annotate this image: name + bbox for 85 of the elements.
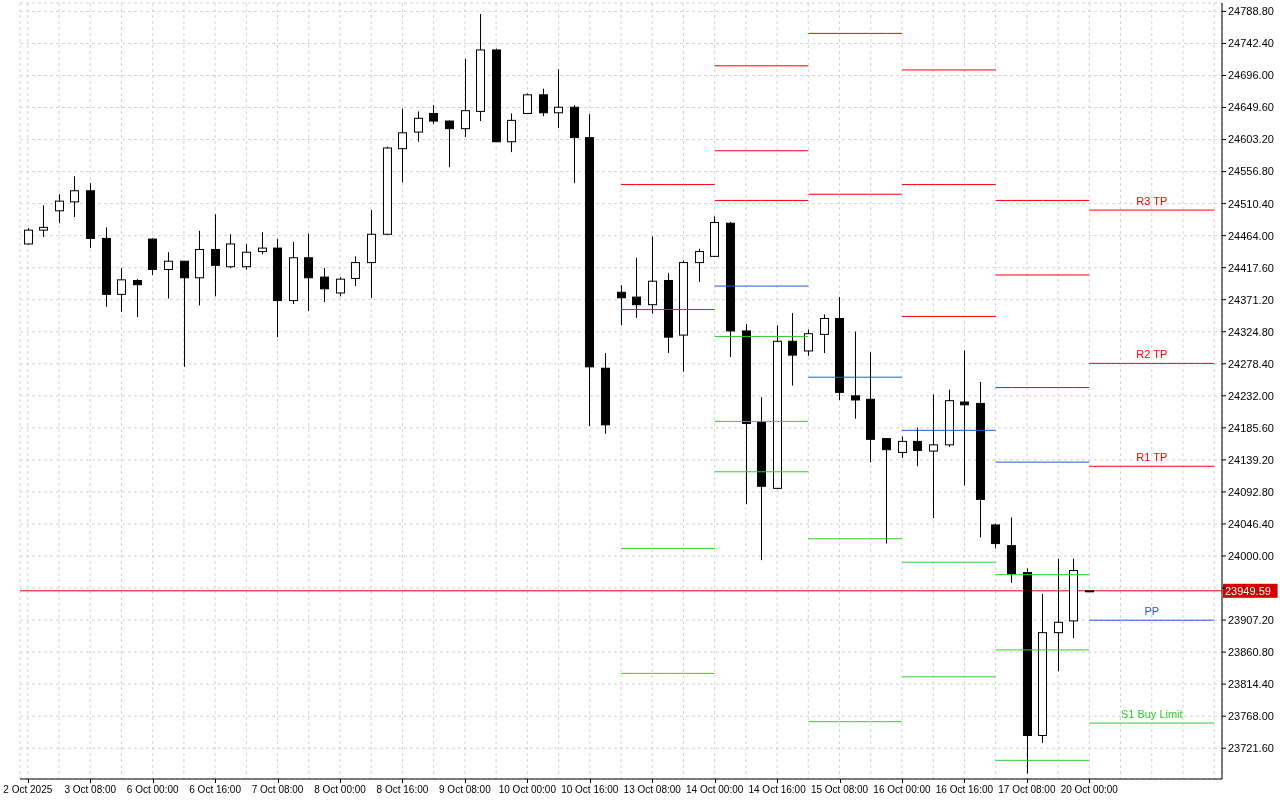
- x-tick-label: 3 Oct 08:00: [64, 784, 117, 795]
- candlestick: [695, 248, 704, 283]
- y-tick-label: 24510.40: [1228, 197, 1274, 210]
- candlestick: [55, 193, 64, 224]
- y-tick-label: 24603.20: [1228, 133, 1274, 146]
- x-tick-label: 2 Oct 2025: [3, 784, 53, 795]
- x-tick-label: 16 Oct 16:00: [935, 784, 994, 795]
- candlestick: [882, 437, 891, 545]
- y-tick-label: 24092.80: [1228, 485, 1274, 498]
- x-tick-label: 10 Oct 00:00: [498, 784, 557, 795]
- candlestick: [929, 393, 938, 519]
- x-tick-label: 16 Oct 00:00: [873, 784, 932, 795]
- candlestick: [1054, 558, 1063, 672]
- candlestick: [648, 235, 657, 315]
- candlestick: [507, 112, 516, 153]
- y-tick-label: 24742.40: [1228, 37, 1274, 50]
- candlestick: [804, 329, 813, 357]
- candlestick: [898, 436, 907, 459]
- candlestick: [304, 233, 313, 312]
- series-label: PP: [1144, 605, 1160, 618]
- candlestick: [398, 108, 407, 183]
- ref-line-label: 23949.59: [1225, 584, 1271, 597]
- candlestick: [913, 427, 922, 467]
- candlestick: [242, 243, 251, 270]
- y-tick-label: 24649.60: [1228, 101, 1274, 114]
- y-tick-label: 24788.80: [1228, 5, 1274, 18]
- series-label: R3 TP: [1136, 195, 1168, 208]
- y-tick-label: 23907.20: [1228, 613, 1274, 626]
- candlestick: [70, 175, 79, 218]
- candlestick: [820, 313, 829, 354]
- candlestick: [226, 233, 235, 269]
- y-tick-label: 24371.20: [1228, 293, 1274, 306]
- y-tick-label: 24185.60: [1228, 421, 1274, 434]
- x-tick-label: 14 Oct 00:00: [686, 784, 744, 795]
- y-tick-label: 24232.00: [1228, 389, 1274, 402]
- y-tick-label: 24278.40: [1228, 357, 1274, 370]
- x-tick-label: 8 Oct 16:00: [376, 784, 429, 795]
- x-tick-label: 8 Oct 00:00: [314, 784, 367, 795]
- candlestick: [164, 251, 173, 299]
- candlestick: [788, 312, 797, 386]
- x-tick-label: 14 Oct 16:00: [748, 784, 807, 795]
- candlestick: [211, 213, 220, 297]
- candlestick: [445, 119, 454, 168]
- x-tick-label: 9 Oct 08:00: [439, 784, 492, 795]
- candlestick: [991, 523, 1000, 549]
- candlestick: [429, 104, 438, 125]
- x-tick-label: 13 Oct 08:00: [623, 784, 682, 795]
- y-tick-label: 24556.80: [1228, 165, 1274, 178]
- y-tick-label: 24324.80: [1228, 325, 1274, 338]
- candlestick: [39, 204, 48, 238]
- candlestick: [461, 58, 470, 138]
- candlestick: [851, 331, 860, 420]
- x-tick-label: 6 Oct 00:00: [126, 784, 179, 795]
- x-tick-label: 17 Oct 08:00: [998, 784, 1056, 795]
- y-tick-label: 24417.60: [1228, 261, 1274, 274]
- candlestick: [258, 231, 267, 255]
- candlestick: [960, 349, 969, 487]
- x-tick-label: 7 Oct 08:00: [251, 784, 304, 795]
- candlestick: [632, 257, 641, 319]
- series-label: R2 TP: [1136, 348, 1168, 361]
- y-tick-label: 23860.80: [1228, 646, 1274, 659]
- y-tick-label: 24046.40: [1228, 517, 1274, 530]
- candlestick: [133, 278, 142, 318]
- x-tick-label: 15 Oct 08:00: [810, 784, 869, 795]
- series-label: S1 Buy Limit: [1120, 708, 1183, 721]
- candlestick: [336, 276, 345, 297]
- candlestick: [617, 284, 626, 326]
- x-tick-label: 20 Oct 00:00: [1060, 784, 1119, 795]
- x-tick-label: 10 Oct 16:00: [561, 784, 619, 795]
- y-tick-label: 23768.00: [1228, 710, 1274, 723]
- y-tick-label: 24000.00: [1228, 549, 1274, 562]
- y-tick-label: 23721.60: [1228, 742, 1274, 755]
- candlestick: [554, 68, 563, 129]
- candlestick: [320, 267, 329, 303]
- series-label: R1 TP: [1136, 451, 1168, 464]
- candlestick: [180, 260, 189, 368]
- y-tick-label: 24464.00: [1228, 229, 1274, 242]
- candlestick: [351, 255, 360, 287]
- candlestick: [117, 267, 126, 313]
- y-tick-label: 24696.00: [1228, 69, 1274, 82]
- candlestick: [539, 88, 548, 117]
- y-tick-label: 24139.20: [1228, 453, 1274, 466]
- x-tick-label: 6 Oct 16:00: [189, 784, 242, 795]
- y-tick-label: 23814.40: [1228, 678, 1274, 691]
- candlestick: [414, 110, 423, 143]
